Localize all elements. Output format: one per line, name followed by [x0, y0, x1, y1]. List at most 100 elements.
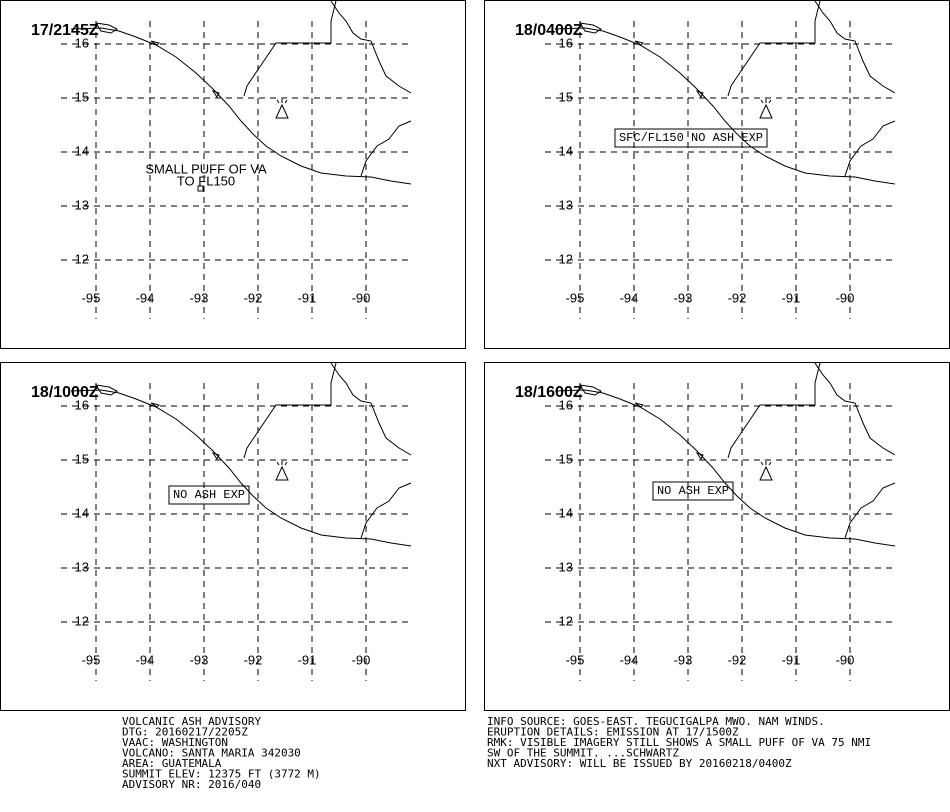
- lat-tick-label: 14: [559, 143, 573, 158]
- ash-area-marker: [197, 185, 204, 192]
- lon-tick-label: -94: [620, 290, 639, 305]
- forecast-time: 18/1600Z: [515, 384, 583, 401]
- map-panel-frame: [0, 362, 466, 711]
- coastline: [330, 1, 412, 94]
- annotation-box: [168, 485, 250, 505]
- advisory-line: INFO SOURCE: GOES-EAST. TEGUCIGALPA MWO.…: [487, 715, 825, 728]
- volcano-symbol: [275, 99, 289, 119]
- ash-annotation: NO ASH EXP: [657, 484, 729, 498]
- map-panel-frame: [484, 362, 950, 711]
- lon-tick-label: -93: [190, 290, 209, 305]
- annotation-box: [652, 481, 734, 501]
- forecast-time: 18/0400Z: [515, 22, 583, 39]
- lat-tick-label: 14: [75, 143, 89, 158]
- lon-tick-label: -92: [728, 652, 747, 667]
- lon-tick-label: -90: [836, 652, 855, 667]
- forecast-time: 18/1000Z: [31, 384, 99, 401]
- advisory-line: VOLCANIC ASH ADVISORY: [122, 715, 261, 728]
- coastline: [814, 363, 896, 456]
- map-panel: 16 15 14 13 12 -95 -94 -93 -92 -91 -90 17/2145Z SMAL…: [31, 1, 412, 319]
- coast-feature: [578, 384, 704, 460]
- lon-tick-label: -94: [136, 290, 155, 305]
- coastline: [70, 389, 412, 547]
- volcano-symbol: [759, 99, 773, 119]
- border: [243, 1, 337, 97]
- advisory-line: RMK: VISIBLE IMAGERY STILL SHOWS A SMALL…: [487, 736, 871, 749]
- advisory-line: AREA: GUATEMALA: [122, 757, 222, 770]
- border: [360, 482, 412, 539]
- lon-tick-label: -95: [82, 290, 101, 305]
- border: [243, 363, 337, 459]
- lat-tick-label: 15: [559, 451, 573, 466]
- lon-tick-label: -94: [620, 652, 639, 667]
- advisory-line: ERUPTION DETAILS: EMISSION AT 17/1500Z: [487, 726, 739, 739]
- lat-tick-label: 13: [75, 559, 89, 574]
- coastline: [554, 389, 896, 547]
- lat-tick-label: 12: [75, 251, 89, 266]
- map-panel-frame: [484, 0, 950, 349]
- lat-tick-label: 16: [559, 397, 573, 412]
- lat-tick-label: 16: [559, 35, 573, 50]
- map-panel: 16 15 14 13 12 -95 -94 -93 -92 -91 -90 18/0400Z SFC/…: [515, 1, 896, 319]
- map-panel: 16 15 14 13 12 -95 -94 -93 -92 -91 -90 18/1000Z NO A…: [31, 363, 412, 681]
- ash-annotation: NO ASH EXP: [173, 488, 245, 502]
- coast-feature: [94, 22, 220, 98]
- border: [360, 120, 412, 177]
- lat-tick-label: 14: [559, 505, 573, 520]
- lon-tick-label: -93: [190, 652, 209, 667]
- advisory-line: VAAC: WASHINGTON: [122, 736, 228, 749]
- border: [844, 120, 896, 177]
- coast-feature: [578, 22, 704, 98]
- coastline: [814, 1, 896, 94]
- volcano-symbol: [275, 461, 289, 481]
- ash-annotation: SMALL PUFF OF VA: [145, 161, 267, 176]
- advisory-line: SW OF THE SUMMIT. ...SCHWARTZ: [487, 747, 679, 760]
- border: [727, 363, 821, 459]
- lon-tick-label: -93: [674, 290, 693, 305]
- lon-tick-label: -95: [566, 652, 585, 667]
- volcano-symbol: [759, 461, 773, 481]
- lat-tick-label: 12: [75, 613, 89, 628]
- lat-tick-label: 13: [75, 197, 89, 212]
- map-panel: 16 15 14 13 12 -95 -94 -93 -92 -91 -90 18/1600Z NO A…: [515, 363, 896, 681]
- lat-tick-label: 15: [75, 89, 89, 104]
- coastline: [330, 363, 412, 456]
- advisory-line: SUMMIT ELEV: 12375 FT (3772 M): [122, 768, 321, 781]
- lon-tick-label: -90: [836, 290, 855, 305]
- advisory-line: ADVISORY NR: 2016/040: [122, 778, 261, 791]
- lon-tick-label: -92: [244, 290, 263, 305]
- advisory-line: DTG: 20160217/2205Z: [122, 726, 248, 739]
- border: [844, 482, 896, 539]
- map-panel-frame: [0, 0, 466, 349]
- lon-tick-label: -91: [782, 652, 801, 667]
- lon-tick-label: -94: [136, 652, 155, 667]
- lat-tick-label: 15: [75, 451, 89, 466]
- lon-tick-label: -90: [352, 290, 371, 305]
- lon-tick-label: -95: [566, 290, 585, 305]
- ash-annotation: TO FL150: [177, 173, 235, 188]
- lat-tick-label: 16: [75, 397, 89, 412]
- coastline: [70, 27, 412, 185]
- lon-tick-label: -93: [674, 652, 693, 667]
- forecast-time: 17/2145Z: [31, 22, 99, 39]
- lat-tick-label: 14: [75, 505, 89, 520]
- lon-tick-label: -91: [782, 290, 801, 305]
- lon-tick-label: -95: [82, 652, 101, 667]
- ash-annotation: SFC/FL150 NO ASH EXP: [619, 131, 763, 145]
- lon-tick-label: -92: [244, 652, 263, 667]
- coastline: [554, 27, 896, 185]
- lat-tick-label: 13: [559, 197, 573, 212]
- border: [727, 1, 821, 97]
- annotation-box: [614, 128, 768, 148]
- lat-tick-label: 16: [75, 35, 89, 50]
- lat-tick-label: 13: [559, 559, 573, 574]
- coast-feature: [94, 384, 220, 460]
- advisory-line: VOLCANO: SANTA MARIA 342030: [122, 747, 301, 760]
- lat-tick-label: 12: [559, 251, 573, 266]
- lat-tick-label: 12: [559, 613, 573, 628]
- lon-tick-label: -91: [298, 652, 317, 667]
- lon-tick-label: -92: [728, 290, 747, 305]
- lon-tick-label: -90: [352, 652, 371, 667]
- lat-tick-label: 15: [559, 89, 573, 104]
